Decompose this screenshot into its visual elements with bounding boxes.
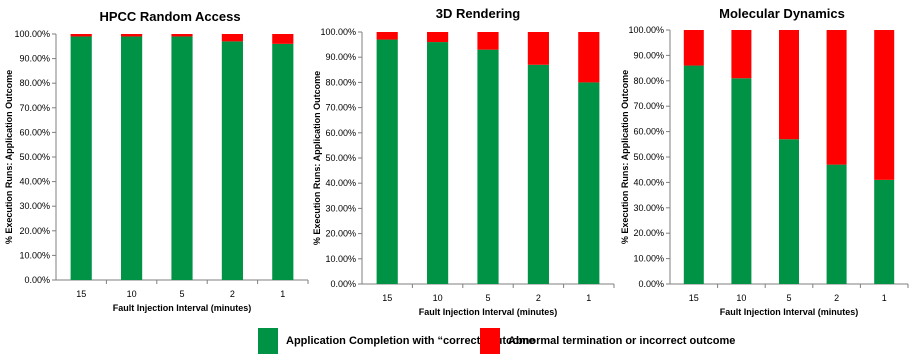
- bar-abnormal: [731, 30, 752, 79]
- bar-correct: [376, 39, 398, 285]
- y-tick-label: 10.00%: [325, 254, 356, 264]
- bar-correct: [427, 42, 449, 284]
- y-tick-label: 0.00%: [24, 275, 50, 285]
- y-tick-label: 50.00%: [633, 152, 664, 162]
- y-tick-label: 20.00%: [19, 226, 50, 236]
- bar-abnormal: [826, 30, 847, 165]
- bar-correct: [578, 82, 600, 285]
- y-tick-label: 90.00%: [633, 50, 664, 60]
- x-axis-label: Fault Injection Interval (minutes): [720, 307, 859, 317]
- bar-correct: [779, 139, 799, 284]
- legend-label-abnormal: Abnormal termination or incorrect outcom…: [508, 335, 736, 347]
- y-tick-label: 30.00%: [325, 203, 356, 213]
- y-tick-label: 100.00%: [628, 25, 664, 35]
- bar-abnormal: [221, 34, 243, 42]
- y-axis-label: % Execution Runs: Application Outcome: [4, 70, 14, 244]
- bar-abnormal: [578, 32, 600, 83]
- chart-title-3d-rendering: 3D Rendering: [436, 6, 521, 21]
- y-tick-label: 70.00%: [325, 103, 356, 113]
- bar-correct: [121, 36, 143, 281]
- bar-abnormal: [477, 32, 499, 50]
- bar-correct: [477, 49, 499, 284]
- y-tick-label: 90.00%: [325, 52, 356, 62]
- y-tick-label: 90.00%: [19, 54, 50, 64]
- bar-abnormal: [527, 32, 549, 65]
- y-tick-label: 100.00%: [14, 29, 50, 39]
- legend-label-correct: Application Completion with “correct” ou…: [286, 335, 535, 347]
- y-tick-label: 80.00%: [325, 77, 356, 87]
- bar-correct: [874, 179, 895, 284]
- x-tick-label: 15: [382, 293, 392, 303]
- x-axis-label: Fault Injection Interval (minutes): [419, 307, 558, 317]
- y-tick-label: 40.00%: [633, 177, 664, 187]
- x-tick-label: 5: [179, 289, 184, 299]
- x-tick-label: 2: [230, 289, 235, 299]
- y-axis-label: % Execution Runs: Application Outcome: [620, 70, 630, 244]
- x-tick-label: 2: [536, 293, 541, 303]
- bar-correct: [70, 36, 92, 281]
- y-tick-label: 0.00%: [330, 279, 356, 289]
- x-tick-label: 5: [786, 293, 791, 303]
- x-tick-label: 5: [485, 293, 490, 303]
- bar-abnormal: [171, 34, 193, 37]
- y-tick-label: 80.00%: [633, 76, 664, 86]
- bar-correct: [527, 64, 549, 284]
- chart-title-random-access: HPCC Random Access: [99, 9, 240, 24]
- bar-abnormal: [70, 34, 92, 37]
- bar-abnormal: [427, 32, 449, 43]
- x-axis-label: Fault Injection Interval (minutes): [113, 303, 252, 313]
- bar-abnormal: [874, 30, 895, 180]
- x-tick-label: 1: [882, 293, 887, 303]
- x-tick-label: 1: [280, 289, 285, 299]
- y-tick-label: 60.00%: [325, 128, 356, 138]
- y-tick-label: 60.00%: [633, 127, 664, 137]
- bar-correct: [171, 36, 193, 281]
- y-tick-label: 10.00%: [19, 250, 50, 260]
- bar-abnormal: [779, 30, 799, 140]
- x-tick-label: 1: [586, 293, 591, 303]
- x-tick-label: 15: [76, 289, 86, 299]
- y-tick-label: 40.00%: [325, 178, 356, 188]
- legend-swatch-correct: [258, 328, 278, 354]
- bar-correct: [731, 78, 752, 284]
- legend-swatch-abnormal: [480, 328, 500, 354]
- y-tick-label: 20.00%: [325, 229, 356, 239]
- y-tick-label: 60.00%: [19, 127, 50, 137]
- bar-abnormal: [376, 32, 398, 40]
- y-tick-label: 10.00%: [633, 254, 664, 264]
- x-tick-label: 15: [689, 293, 699, 303]
- x-tick-label: 10: [433, 293, 443, 303]
- bar-correct: [272, 43, 294, 281]
- bar-abnormal: [272, 34, 294, 44]
- y-tick-label: 100.00%: [320, 27, 356, 37]
- y-tick-label: 70.00%: [633, 101, 664, 111]
- x-tick-label: 10: [736, 293, 746, 303]
- y-tick-label: 50.00%: [19, 152, 50, 162]
- bar-correct: [826, 164, 847, 284]
- bar-correct: [221, 41, 243, 280]
- bar-abnormal: [683, 30, 704, 66]
- bar-abnormal: [121, 34, 143, 37]
- y-tick-label: 40.00%: [19, 177, 50, 187]
- y-tick-label: 80.00%: [19, 78, 50, 88]
- legend: Application Completion with “correct” ou…: [258, 328, 735, 356]
- x-tick-label: 2: [834, 293, 839, 303]
- y-tick-label: 20.00%: [633, 228, 664, 238]
- y-tick-label: 50.00%: [325, 153, 356, 163]
- y-tick-label: 0.00%: [638, 279, 664, 289]
- chart-title-molecular-dynamics: Molecular Dynamics: [719, 6, 845, 21]
- y-axis-label: % Execution Runs: Application Outcome: [312, 71, 322, 245]
- x-tick-label: 10: [127, 289, 137, 299]
- y-tick-label: 30.00%: [633, 203, 664, 213]
- bar-correct: [683, 65, 704, 284]
- y-tick-label: 70.00%: [19, 103, 50, 113]
- y-tick-label: 30.00%: [19, 201, 50, 211]
